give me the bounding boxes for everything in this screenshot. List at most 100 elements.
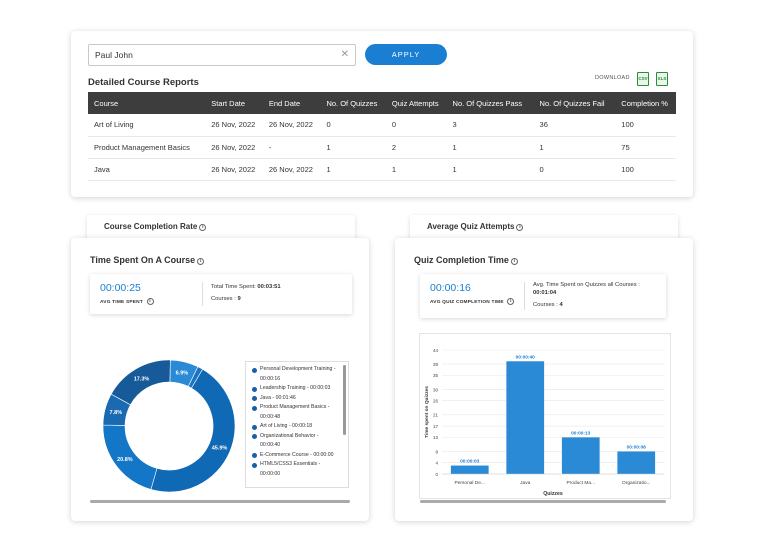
time-spent-donut-chart: 6.9% 45.9% 20.8% 7.8% 17.3% [102,359,236,493]
table-cell: 26 Nov, 2022 [262,114,321,137]
column-header: Completion % [615,92,676,114]
column-header: No. Of Quizzes [320,92,386,114]
table-cell: 2 [385,136,447,159]
y-axis-label: Time spent on Quizzes [424,386,430,438]
bar-data-label: 00:00:08 [627,444,647,450]
info-icon[interactable]: i [197,258,205,265]
x-tick-label: Personal De... [455,480,485,486]
quiz-time-stats: 00:00:16 AVG QUIZ COMPLETION TIME i Avg.… [420,274,666,318]
time-spent-stats: 00:00:25 AVG TIME SPENT i Total Time Spe… [90,274,352,314]
legend-scrollbar[interactable] [343,365,346,435]
download-label: DOWNLOAD [595,75,630,81]
table-cell: 1 [533,136,616,159]
donut-legend: Personal Development Training - 00:00:16… [245,361,349,488]
donut-data-label: 17.3% [134,376,150,382]
bar-data-label: 00:00:40 [516,354,536,360]
x-tick-label: Product Ma... [566,480,595,486]
table-cell: 1 [320,158,386,181]
table-cell: 26 Nov, 2022 [205,158,263,181]
column-header: Start Date [205,92,263,114]
bar [506,361,545,474]
table-cell: 1 [320,136,386,159]
table-cell: Java [88,158,206,181]
y-tick-label: 8 [435,449,438,454]
y-tick-label: 21 [433,413,439,418]
courses-label: Courses : [533,302,558,308]
legend-item[interactable]: HTML5/CSS3 Essentials - 00:00:00 [250,460,340,479]
table-cell: Product Management Basics [88,136,206,159]
info-icon[interactable]: i [516,224,524,231]
horizontal-scrollbar[interactable] [90,500,350,503]
table-cell: 26 Nov, 2022 [205,114,263,137]
legend-item[interactable]: Personal Development Training - 00:00:16 [250,365,340,384]
donut-slice[interactable] [150,368,236,493]
table-row: Art of Living 26 Nov, 2022 26 Nov, 2022 0 0 3… [88,114,676,137]
table-cell: 1 [446,158,534,181]
divider [202,282,203,306]
table-cell: 100 [615,114,676,137]
xls-download-icon[interactable]: XLS [656,72,668,86]
avg-quiz-time-label: AVG QUIZ COMPLETION TIME i [430,298,515,305]
avg-quiz-all-label: Avg. Time Spent on Quizzes all Courses : [533,282,640,288]
avg-quiz-label-text: AVG QUIZ COMPLETION TIME [430,300,504,305]
tab-label: Average Quiz Attempts [427,222,515,231]
card-title-text: Quiz Completion Time [414,255,509,265]
table-cell: 3 [446,114,534,137]
table-cell: 0 [385,114,447,137]
table-cell: 1 [385,158,447,181]
avg-time-label: AVG TIME SPENT i [100,298,154,305]
user-search-box[interactable]: ✕ [88,44,356,66]
courses-count: Courses : 9 [211,296,241,302]
avg-quiz-all-courses: Avg. Time Spent on Quizzes all Courses :… [533,281,661,297]
y-tick-label: 30 [433,387,439,392]
table-cell: 0 [320,114,386,137]
legend-item[interactable]: Art of Living - 00:00:18 [250,422,340,432]
avg-time-label-text: AVG TIME SPENT [100,300,143,305]
info-icon[interactable]: i [199,224,207,231]
quiz-bar-chart-panel: 0 4 8 13 17 21 26 30 35 39 44 00:00:03 Personal De..… [419,333,671,499]
total-time-value: 00:03:51 [257,284,281,290]
x-tick-label: Java [520,480,530,486]
course-report-table: Course Start Date End Date No. Of Quizzes Qu… [88,92,676,181]
user-search-input[interactable] [89,45,329,65]
apply-button[interactable]: APPLY [365,44,447,65]
legend-item[interactable]: Organizational Behavior - 00:00:40 [250,432,340,451]
table-cell: 75 [615,136,676,159]
legend-item[interactable]: Leadership Training - 00:00:03 [250,384,340,394]
bar-data-label: 00:00:03 [460,459,480,465]
column-header: Course [88,92,206,114]
donut-data-label: 20.8% [117,457,133,463]
close-icon[interactable]: ✕ [340,49,349,60]
info-icon[interactable]: i [507,298,515,305]
column-header: No. Of Quizzes Fail [533,92,616,114]
divider [524,282,525,310]
quiz-courses-count: Courses : 4 [533,302,563,308]
donut-slice[interactable] [110,359,171,406]
total-time-label: Total Time Spent: [211,284,256,290]
time-spent-title: Time Spent On A Course i [90,255,205,265]
quiz-completion-bar-chart: 0 4 8 13 17 21 26 30 35 39 44 00:00:03 Personal De..… [424,348,664,497]
avg-time-value: 00:00:25 [100,282,141,294]
horizontal-scrollbar[interactable] [420,500,666,503]
csv-download-icon[interactable]: CSV [637,72,649,86]
report-title: Detailed Course Reports [88,77,199,88]
table-cell: 100 [615,158,676,181]
table-cell: 26 Nov, 2022 [262,158,321,181]
x-tick-label: Organizatio... [622,480,651,486]
avg-quiz-time-value: 00:00:16 [430,282,471,294]
y-tick-label: 26 [433,399,439,404]
column-header: Quiz Attempts [385,92,447,114]
donut-data-label: 45.9% [212,446,228,452]
info-icon[interactable]: i [510,258,518,265]
info-icon[interactable]: i [146,298,154,305]
course-report-card: ✕ APPLY Detailed Course Reports DOWNLOAD… [71,31,693,197]
bar [561,437,600,474]
y-tick-label: 17 [433,424,439,429]
bar [450,465,489,474]
time-spent-card: Time Spent On A Course i 00:00:25 AVG TIM… [71,238,369,521]
card-title-text: Time Spent On A Course [90,255,196,265]
total-time-spent: Total Time Spent: 00:03:51 [211,284,281,290]
legend-item[interactable]: Java - 00:01:46 [250,394,340,404]
legend-item[interactable]: Product Management Basics - 00:00:48 [250,403,340,422]
legend-item[interactable]: E-Commerce Course - 00:00:00 [250,451,340,461]
